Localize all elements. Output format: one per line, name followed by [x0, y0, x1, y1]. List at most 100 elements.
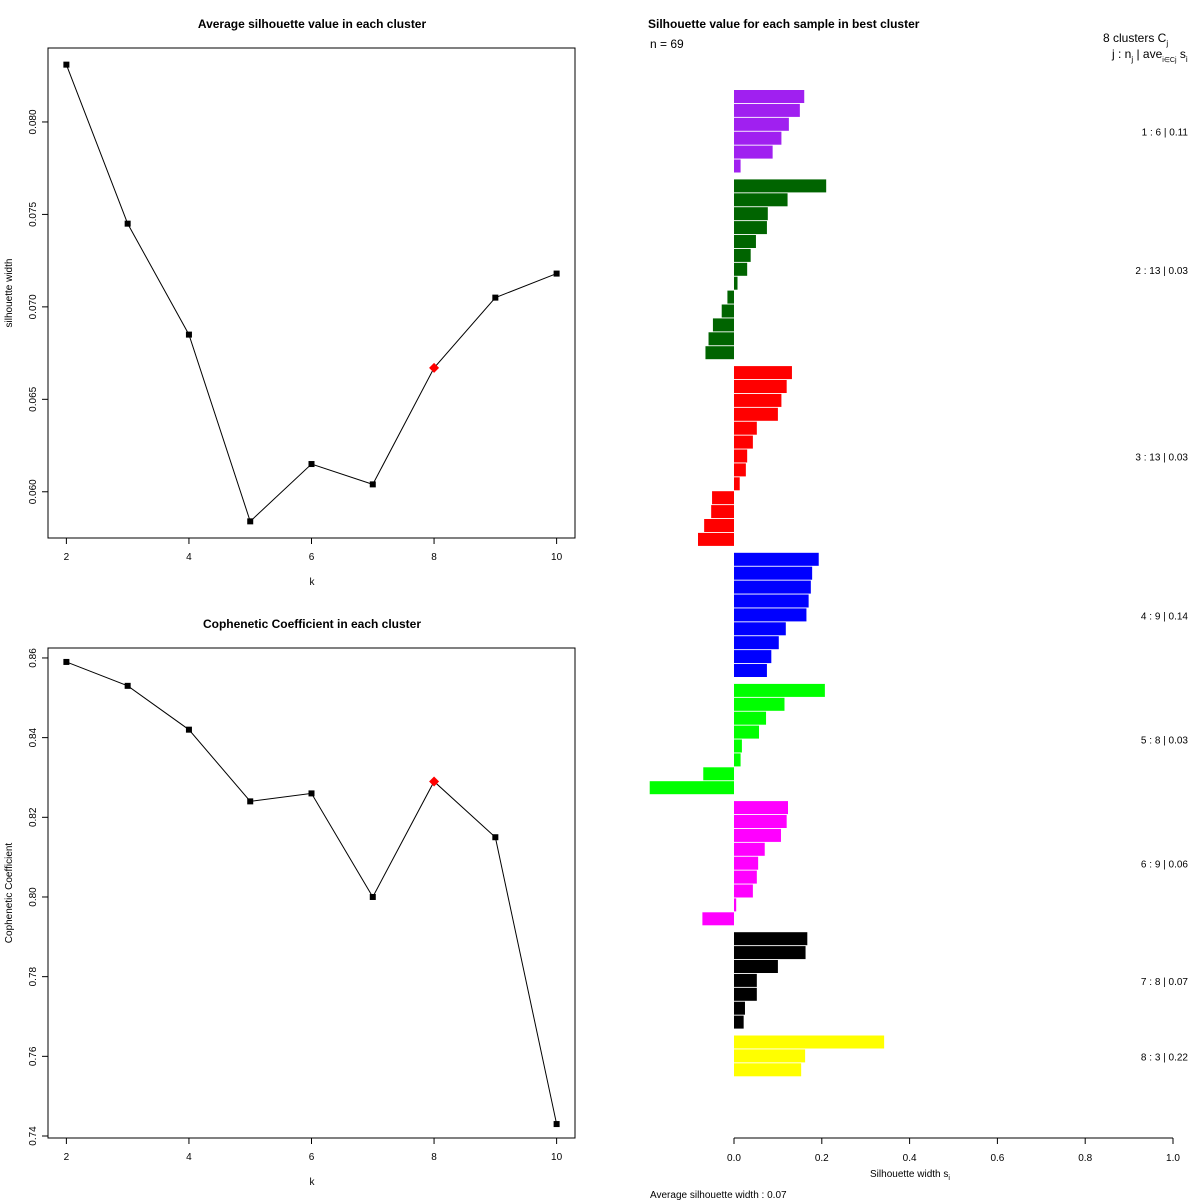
- chart-title: Cophenetic Coefficient in each cluster: [203, 617, 421, 631]
- x-axis-label: Silhouette width si: [870, 1169, 950, 1182]
- data-point: [492, 834, 499, 841]
- x-tick-label: 4: [186, 1152, 192, 1163]
- silhouette-bar: [734, 946, 806, 960]
- x-tick-label: 10: [551, 1152, 563, 1163]
- silhouette-bar: [734, 103, 800, 117]
- cluster-label: 7 : 8 | 0.07: [1141, 977, 1189, 988]
- cluster-label: 3 : 13 | 0.03: [1135, 452, 1188, 463]
- silhouette-bar: [727, 290, 734, 304]
- cluster-label: 8 : 3 | 0.22: [1141, 1052, 1189, 1063]
- chart-title: Average silhouette value in each cluster: [198, 17, 427, 31]
- silhouette-bar: [734, 856, 759, 870]
- silhouette-bar: [734, 380, 787, 393]
- cluster-labels: 1 : 6 | 0.11 2 : 13 | 0.03 3 : 13 | 0.03 4 …: [1135, 128, 1188, 1064]
- y-tick-label: 0.86: [28, 648, 39, 668]
- data-point: [369, 481, 376, 488]
- silhouette-bar: [734, 262, 748, 276]
- x-tick-label: 6: [309, 552, 315, 563]
- x-ticks: 0.0 0.2 0.4 0.6 0.8 1.0: [727, 1138, 1180, 1164]
- sample-count: n = 69: [650, 37, 684, 51]
- silhouette-bar: [734, 594, 809, 608]
- silhouette-bar: [734, 421, 757, 435]
- silhouette-bar-plot: Silhouette value for each sample in best…: [648, 17, 1188, 1200]
- x-ticks: 2 4 6 8 10: [64, 538, 563, 563]
- silhouette-bar: [734, 1035, 885, 1049]
- silhouette-bar: [734, 622, 786, 636]
- silhouette-bar: [734, 435, 753, 449]
- y-tick-label: 0.065: [28, 386, 39, 411]
- data-point: [308, 461, 315, 468]
- series-line: [66, 661, 558, 1125]
- silhouette-bar: [703, 767, 734, 781]
- y-tick-label: 0.060: [28, 479, 39, 504]
- data-point: [63, 61, 70, 68]
- silhouette-bar: [734, 608, 807, 622]
- series-line: [65, 64, 557, 523]
- silhouette-bar: [734, 1063, 802, 1077]
- data-point: [553, 270, 560, 277]
- silhouette-bar: [734, 117, 789, 131]
- silhouette-bar: [734, 580, 811, 594]
- silhouette-line-chart: Average silhouette value in each cluster…: [4, 17, 576, 588]
- data-marks: [63, 61, 560, 525]
- x-tick-label: 4: [186, 552, 192, 563]
- data-point: [308, 790, 315, 797]
- silhouette-bar: [734, 179, 827, 193]
- cophenetic-line-chart: Cophenetic Coefficient in each cluster k…: [4, 617, 576, 1188]
- y-tick-label: 0.84: [28, 727, 39, 747]
- y-tick-label: 0.82: [28, 807, 39, 827]
- silhouette-bar: [734, 884, 753, 898]
- bars: [649, 90, 885, 1077]
- y-tick-label: 0.075: [28, 201, 39, 226]
- silhouette-bar: [734, 664, 767, 677]
- data-point: [63, 658, 70, 665]
- cluster-label: 1 : 6 | 0.11: [1142, 128, 1189, 139]
- silhouette-bar: [734, 711, 767, 725]
- y-tick-label: 0.76: [28, 1046, 39, 1066]
- silhouette-bar: [734, 987, 757, 1001]
- x-tick-label: 0.0: [727, 1153, 741, 1164]
- silhouette-bar: [734, 1015, 744, 1029]
- data-point: [247, 518, 254, 525]
- silhouette-bar: [734, 650, 772, 664]
- silhouette-bar: [734, 636, 779, 650]
- data-point: [124, 682, 131, 689]
- x-tick-label: 2: [64, 552, 70, 563]
- data-point: [185, 726, 192, 733]
- x-tick-label: 0.2: [815, 1153, 829, 1164]
- silhouette-bar: [734, 725, 760, 739]
- silhouette-bar: [734, 235, 756, 248]
- y-tick-label: 0.080: [28, 109, 39, 134]
- x-tick-label: 8: [431, 1152, 437, 1163]
- data-point: [492, 294, 499, 301]
- silhouette-bar: [734, 159, 741, 173]
- silhouette-bar: [734, 1049, 806, 1063]
- x-tick-label: 8: [431, 552, 437, 563]
- silhouette-bar: [734, 753, 741, 767]
- silhouette-bar: [734, 366, 792, 380]
- silhouette-bar: [734, 960, 778, 973]
- silhouette-bar: [721, 304, 734, 318]
- silhouette-bar: [734, 407, 778, 421]
- silhouette-bar: [734, 683, 825, 697]
- silhouette-bar: [734, 739, 742, 753]
- data-point: [553, 1121, 560, 1128]
- y-tick-label: 0.070: [28, 294, 39, 319]
- highlight-point: [429, 362, 440, 373]
- clusters-header: 8 clusters Cj: [1103, 31, 1168, 48]
- silhouette-bar: [734, 932, 808, 946]
- x-tick-label: 0.4: [903, 1153, 917, 1164]
- silhouette-bar: [734, 697, 785, 711]
- chart-title: Silhouette value for each sample in best…: [648, 17, 920, 31]
- silhouette-bar: [649, 781, 734, 795]
- x-tick-label: 2: [64, 1152, 70, 1163]
- silhouette-bar: [698, 532, 734, 546]
- y-ticks: 0.74 0.76 0.78 0.80 0.82 0.84 0.86: [28, 648, 48, 1146]
- cluster-label: 5 : 8 | 0.03: [1141, 736, 1189, 747]
- silhouette-bar: [734, 815, 787, 828]
- silhouette-bar: [704, 519, 734, 532]
- silhouette-bar: [712, 491, 734, 505]
- data-point: [247, 798, 254, 805]
- silhouette-bar: [734, 90, 805, 103]
